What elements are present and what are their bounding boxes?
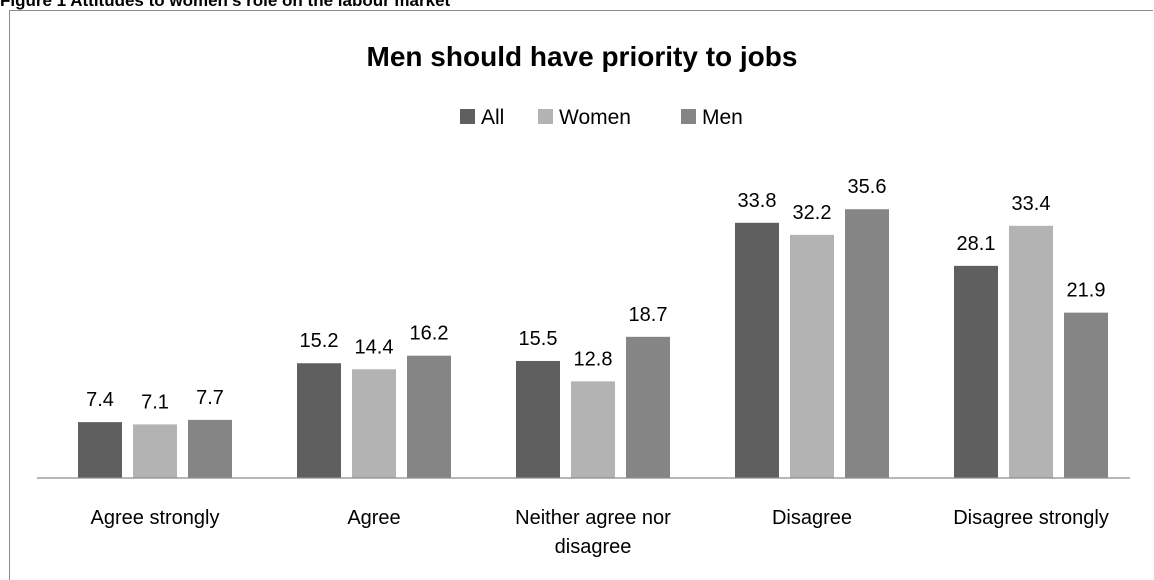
legend-label-all: All: [481, 106, 504, 129]
data-label-men-neither-agree-nor-disagree: 18.7: [629, 304, 668, 326]
bar-women-neither-agree-nor-disagree: [571, 381, 615, 478]
bar-men-neither-agree-nor-disagree: [626, 336, 670, 478]
data-labels-group: 7.4 7.1 7.7 15.2 14.4 16.2 15.5 12.8 18.7 33.8 32.…: [86, 176, 1105, 413]
bar-all-disagree: [735, 222, 779, 478]
bar-all-disagree-strongly: [954, 265, 998, 478]
category-labels-group: Agree strongly Agree Neither agree nor disa…: [91, 507, 1109, 558]
category-label-neither-agree-nor-disagree-line-2: disagree: [555, 536, 632, 558]
data-label-men-disagree-strongly: 21.9: [1067, 280, 1106, 302]
data-label-men-agree-strongly: 7.7: [196, 387, 224, 409]
bar-women-agree: [352, 369, 396, 478]
category-label-agree-strongly: Agree strongly: [91, 507, 220, 529]
figure-caption: Figure 1 Attitudes to women's role on th…: [0, 0, 451, 10]
data-label-all-disagree-strongly: 28.1: [957, 233, 996, 255]
legend-swatch-women: [538, 109, 553, 124]
data-label-all-agree: 15.2: [300, 330, 339, 352]
bar-women-disagree: [790, 234, 834, 478]
bar-men-agree-strongly: [188, 419, 232, 478]
bar-all-agree-strongly: [78, 422, 122, 478]
legend-label-women: Women: [559, 106, 631, 129]
legend-label-men: Men: [702, 106, 743, 129]
data-label-all-agree-strongly: 7.4: [86, 389, 114, 411]
chart-frame: [9, 10, 1153, 580]
bars-group: [78, 209, 1108, 478]
data-label-all-disagree: 33.8: [738, 190, 777, 212]
bar-all-agree: [297, 363, 341, 478]
bar-women-agree-strongly: [133, 424, 177, 478]
category-label-neither-agree-nor-disagree-line-1: Neither agree nor: [515, 507, 671, 529]
category-label-disagree-strongly: Disagree strongly: [953, 507, 1109, 529]
category-label-agree: Agree: [347, 507, 400, 529]
category-label-disagree: Disagree: [772, 507, 852, 529]
data-label-women-agree-strongly: 7.1: [141, 391, 169, 413]
data-label-women-disagree: 32.2: [793, 202, 832, 224]
legend: All Women Men: [460, 106, 743, 129]
data-label-women-agree: 14.4: [355, 336, 394, 358]
legend-swatch-men: [681, 109, 696, 124]
bar-men-disagree-strongly: [1064, 312, 1108, 478]
data-label-all-neither-agree-nor-disagree: 15.5: [519, 328, 558, 350]
bar-all-neither-agree-nor-disagree: [516, 360, 560, 478]
bar-men-disagree: [845, 209, 889, 478]
chart-title: Men should have priority to jobs: [367, 41, 798, 72]
data-label-men-agree: 16.2: [410, 323, 449, 345]
bar-women-disagree-strongly: [1009, 225, 1053, 478]
bar-men-agree: [407, 355, 451, 478]
legend-swatch-all: [460, 109, 475, 124]
data-label-men-disagree: 35.6: [848, 176, 887, 198]
data-label-women-neither-agree-nor-disagree: 12.8: [574, 348, 613, 370]
data-label-women-disagree-strongly: 33.4: [1012, 193, 1051, 215]
